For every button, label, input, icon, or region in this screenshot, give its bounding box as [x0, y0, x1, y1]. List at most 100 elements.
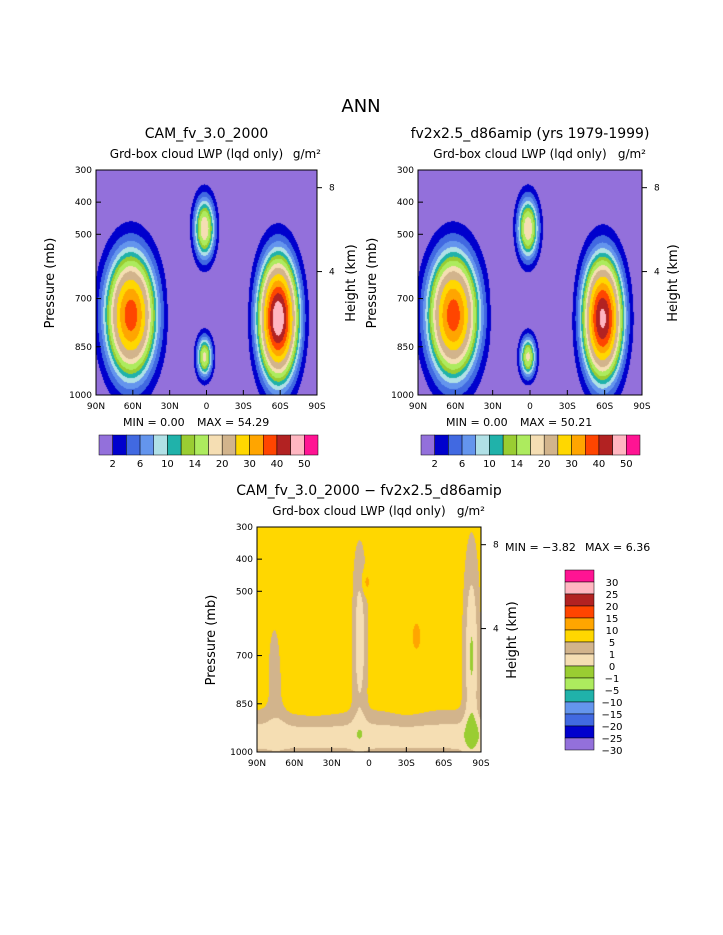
colorbar-box	[263, 434, 278, 456]
y-tick-label: 850	[75, 343, 92, 353]
height-tick-label: 4	[329, 268, 335, 278]
min-label: MIN = −3.82	[505, 541, 576, 554]
colorbar-box	[564, 713, 595, 727]
x-tick-label: 30N	[161, 402, 179, 412]
colorbar-box	[564, 641, 595, 655]
colorbar-label: 10	[606, 626, 619, 637]
height-tick-label: 8	[493, 541, 499, 551]
colorbar-label: 50	[298, 459, 311, 470]
colorbar-box	[420, 434, 435, 456]
x-tick-label: 30S	[235, 402, 252, 412]
min-label: MIN = 0.00	[123, 416, 185, 429]
height-tick-label: 8	[654, 184, 660, 194]
y-tick-label: 500	[397, 230, 414, 240]
colorbar-label: 1	[609, 650, 615, 661]
x-tick-label: 90S	[472, 759, 489, 769]
y-tick-label: 700	[75, 295, 92, 305]
colorbar-label: −25	[601, 734, 622, 745]
x-tick-label: 0	[204, 402, 210, 412]
colorbar-box	[564, 629, 595, 643]
y-tick-label: 400	[75, 198, 92, 208]
colorbar-box	[194, 434, 209, 456]
contour-panel-3: CAM_fv_3.0_2000 − fv2x2.5_d86amip Grd-box…	[204, 483, 650, 769]
colorbar-label: −20	[601, 722, 622, 733]
y-tick-label: 700	[397, 295, 414, 305]
x-tick-label: 30S	[559, 402, 576, 412]
colorbar-box	[208, 434, 223, 456]
contour-panel-1: CAM_fv_3.0_2000 Grd-box cloud LWP (lqd on…	[43, 126, 359, 470]
colorbar-label: 2	[110, 459, 116, 470]
max-label: MAX = 54.29	[197, 416, 269, 429]
y-tick-label: 300	[75, 166, 92, 176]
colorbar-label: 2	[432, 459, 438, 470]
colorbar-box	[461, 434, 476, 456]
x-tick-label: 90N	[409, 402, 427, 412]
x-tick-label: 90S	[308, 402, 325, 412]
y-tick-label: 850	[236, 700, 253, 710]
colorbar-label: 25	[606, 590, 619, 601]
colorbar-label: 15	[606, 614, 619, 625]
colorbar-box	[564, 677, 595, 691]
colorbar-box	[543, 434, 559, 456]
height-axis-label: Height (km)	[344, 244, 359, 321]
height-tick-label: 4	[493, 625, 499, 635]
units-label: g/m²	[457, 504, 485, 518]
y-tick-label: 400	[397, 198, 414, 208]
y-tick-label: 300	[236, 523, 253, 533]
colorbar-box	[448, 434, 463, 456]
y-axis-label: Pressure (mb)	[204, 595, 219, 686]
height-axis-label: Height (km)	[505, 601, 520, 678]
colorbar-label: 6	[137, 459, 143, 470]
colorbar-box	[167, 434, 182, 456]
colorbar-label: −10	[601, 698, 622, 709]
colorbar-box	[564, 665, 595, 679]
max-label: MAX = 6.36	[585, 541, 650, 554]
page-title: ANN	[341, 96, 380, 117]
colorbar-box	[153, 434, 168, 456]
x-tick-label: 90N	[87, 402, 105, 412]
colorbar-label: 10	[483, 459, 496, 470]
height-tick-label: 8	[329, 184, 335, 194]
min-label: MIN = 0.00	[446, 416, 508, 429]
contour-field	[418, 170, 642, 395]
x-tick-label: 60N	[285, 759, 303, 769]
colorbar-label: 30	[606, 578, 619, 589]
x-tick-label: 30S	[398, 759, 415, 769]
colorbar-label: 40	[593, 459, 606, 470]
colorbar-box	[564, 653, 595, 667]
colorbar-label: 6	[459, 459, 465, 470]
colorbar-box	[564, 737, 595, 751]
y-axis-label: Pressure (mb)	[365, 238, 380, 329]
y-tick-label: 1000	[230, 748, 253, 758]
colorbar-box	[290, 434, 305, 456]
x-tick-label: 90N	[248, 759, 266, 769]
colorbar-box	[564, 701, 595, 715]
colorbar-box	[98, 434, 113, 456]
colorbar-label: 20	[216, 459, 229, 470]
colorbar-box	[516, 434, 531, 456]
colorbar-box	[112, 434, 127, 456]
colorbar-label: −1	[605, 674, 620, 685]
colorbar-box	[564, 617, 595, 631]
colorbar-box	[564, 581, 595, 595]
y-tick-label: 400	[236, 555, 253, 565]
contour-panel-2: fv2x2.5_d86amip (yrs 1979-1999) Grd-box c…	[365, 126, 681, 470]
colorbar-box	[502, 434, 518, 456]
colorbar-box	[180, 434, 196, 456]
x-tick-label: 30N	[323, 759, 341, 769]
colorbar-box	[564, 689, 595, 703]
colorbar-box	[304, 434, 319, 456]
x-tick-label: 60S	[435, 759, 452, 769]
colorbar-box	[626, 434, 641, 456]
y-tick-label: 700	[236, 652, 253, 662]
x-tick-label: 60N	[124, 402, 142, 412]
colorbar-label: 50	[620, 459, 633, 470]
colorbar-box	[249, 434, 264, 456]
colorbar-label: −30	[601, 746, 622, 757]
colorbar-box	[564, 593, 595, 607]
x-tick-label: 0	[366, 759, 372, 769]
colorbar-box	[221, 434, 237, 456]
y-tick-label: 500	[236, 587, 253, 597]
colorbar-box	[571, 434, 586, 456]
